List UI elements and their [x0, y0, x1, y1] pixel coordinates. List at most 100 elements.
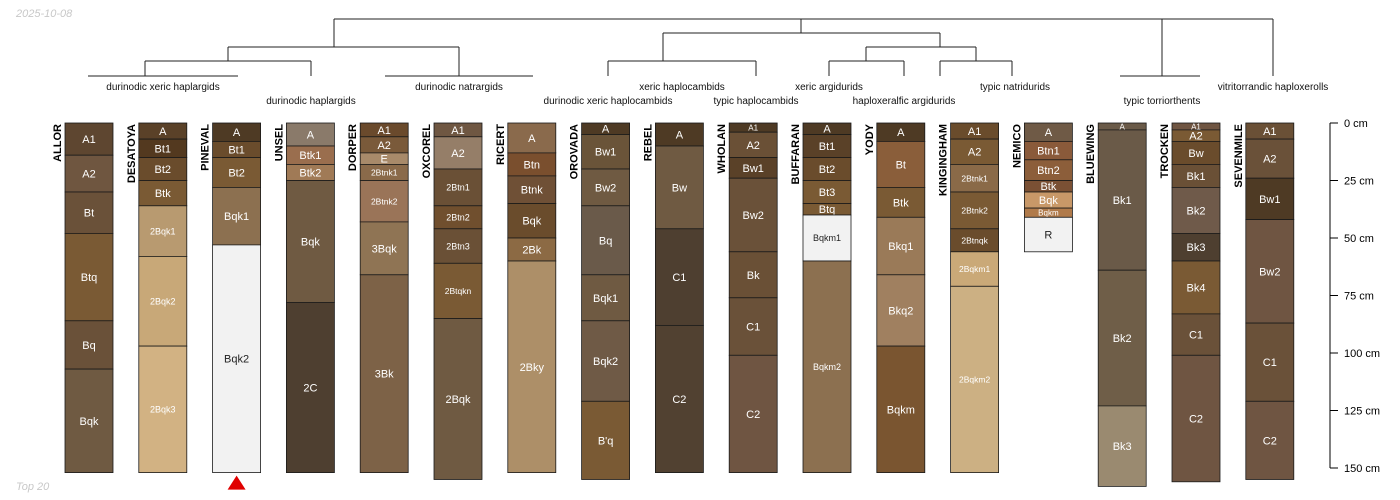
- horizon-label: Bk1: [1113, 195, 1132, 207]
- horizon-label: 2Btnk1: [371, 168, 398, 178]
- profile-name: UNSEL: [273, 124, 285, 162]
- horizon-label: Bqk: [1039, 195, 1058, 207]
- profile-pineval: PINEVAL A Bt1 Bt2 Bqk1 Bqk2: [200, 122, 262, 473]
- horizon: [212, 244, 262, 473]
- horizon-label: 2Bqk: [445, 394, 471, 406]
- horizon-label: Bk3: [1113, 441, 1132, 453]
- horizon-label: A2: [451, 148, 464, 160]
- horizon-label: 2Btnqk: [961, 235, 988, 245]
- horizon-label: Btn: [524, 159, 541, 171]
- horizon: [1245, 219, 1295, 324]
- depth-tick-label: 75 cm: [1344, 291, 1374, 303]
- horizon: [64, 191, 114, 234]
- horizon-label: Btk1: [299, 150, 321, 162]
- horizon-label: A2: [82, 169, 95, 181]
- horizon-label: Btn2: [1037, 165, 1060, 177]
- horizon: [1245, 138, 1295, 179]
- horizon-label: Bt: [84, 208, 94, 220]
- horizon-label: Bqk1: [593, 293, 618, 305]
- horizon-label: E: [381, 154, 388, 166]
- profile-dorper: DORPER A1 A2 E 2Btnk1 2Btnk2 3Bqk 3Bk: [347, 122, 409, 473]
- horizon-label: Bt2: [155, 164, 172, 176]
- horizon: [876, 345, 926, 474]
- horizon-label: A: [823, 124, 831, 136]
- horizon: [212, 157, 262, 188]
- horizon-label: A: [528, 133, 536, 145]
- profile-name: PINEVAL: [200, 124, 212, 171]
- profile-oxcorel: OXCOREL A1 A2 2Btn1 2Btn2 2Btn3 2Btqkn 2Bqk: [421, 122, 483, 480]
- depth-tick-label: 100 cm: [1344, 348, 1380, 360]
- horizon-label: Bkq2: [888, 305, 913, 317]
- horizon: [581, 168, 630, 207]
- horizon: [655, 324, 704, 473]
- profile-buffaran: BUFFARAN A Bt1 Bt2 Bt3 Btq Bqkm1 Bqkm2: [790, 122, 852, 474]
- horizon: [64, 368, 114, 474]
- horizon-label: Bk2: [1187, 205, 1206, 217]
- horizon-label: Btn1: [1037, 146, 1060, 158]
- horizon: [581, 320, 630, 402]
- horizon-label: 3Bk: [375, 369, 394, 381]
- horizon-label: B'q: [598, 435, 614, 447]
- horizon-label: 2Btn2: [446, 213, 470, 223]
- taxa-labels: durinodic xeric haplargids durinodic hapl…: [106, 82, 1328, 107]
- profile-unsel: UNSEL A Btk1 Btk2 Bqk 2C: [273, 122, 335, 473]
- horizon-label: 2Bqk1: [150, 226, 176, 236]
- horizon-label: A: [602, 124, 610, 136]
- taxon-label: vitritorrandic haploxerolls: [1218, 82, 1329, 93]
- horizon-label: A1: [1191, 122, 1201, 131]
- horizon-label: 2Bk: [522, 244, 541, 256]
- horizon-label: C2: [746, 409, 760, 421]
- horizon: [950, 251, 999, 287]
- horizon-label: A: [676, 129, 684, 141]
- horizon-label: 2Bqkm2: [959, 375, 990, 385]
- horizon-label: Btq: [81, 272, 98, 284]
- truncation-triangle-icon: [227, 475, 246, 490]
- horizon-label: 2C: [303, 382, 317, 394]
- horizon-label: Bw2: [742, 210, 763, 222]
- profile-name: DORPER: [347, 124, 359, 171]
- horizon: [1097, 405, 1147, 487]
- horizon: [285, 301, 335, 473]
- horizon-label: Bk1: [1187, 171, 1206, 183]
- horizon: [359, 180, 409, 223]
- horizon-label: 2Btqkn: [445, 286, 472, 296]
- horizon: [876, 274, 926, 347]
- profile-bluewing: BLUEWING A Bk1 Bk2 Bk3: [1085, 122, 1147, 487]
- horizon: [138, 180, 188, 207]
- profile-name: YODY: [864, 123, 876, 155]
- profile-name: BUFFARAN: [790, 124, 802, 185]
- horizon-label: Btnk: [521, 185, 544, 197]
- horizon-label: Bw1: [595, 147, 616, 159]
- horizon: [507, 260, 557, 474]
- horizon-label: C1: [672, 272, 686, 284]
- horizon-label: A1: [748, 123, 758, 132]
- horizon-label: Bqk: [80, 416, 99, 428]
- horizon-label: C2: [1189, 414, 1203, 426]
- horizon: [138, 205, 188, 257]
- horizon: [433, 318, 483, 480]
- horizon: [1245, 177, 1295, 220]
- horizon: [359, 221, 409, 276]
- profile-kingingham: KINGINGHAM A1 A2 2Btnk1 2Btnk2 2Btnqk 2Bqkm1 2B…: [938, 122, 999, 473]
- profile-name: OROVADA: [569, 124, 581, 179]
- depth-tick-label: 125 cm: [1344, 406, 1380, 418]
- horizon-label: 2Btnk2: [961, 205, 988, 215]
- horizon-label: A2: [1263, 154, 1276, 166]
- profile-rebel: REBEL A Bw C1 C2: [642, 122, 704, 473]
- horizon: [507, 203, 557, 239]
- depth-axis: 0 cm 25 cm 50 cm 75 cm 100 cm 125 cm 150 cm: [1329, 118, 1380, 475]
- horizon-label: A1: [377, 125, 390, 137]
- profile-nemico: NEMICO A Btn1 Btn2 Btk Bqk Bqkm R: [1011, 122, 1073, 253]
- horizon: [950, 163, 999, 193]
- horizon-label: 2Bqk3: [150, 405, 176, 415]
- horizon-label: Bqk: [301, 236, 320, 248]
- date-stamp: 2025-10-08: [16, 8, 73, 20]
- horizon: [433, 228, 483, 264]
- horizon-label: Bw: [672, 182, 687, 194]
- horizon-label: Bk4: [1187, 282, 1206, 294]
- horizon-label: Btq: [819, 204, 836, 216]
- horizon: [64, 154, 114, 193]
- taxon-label: durinodic xeric haplocambids: [544, 96, 673, 107]
- horizon: [655, 228, 704, 326]
